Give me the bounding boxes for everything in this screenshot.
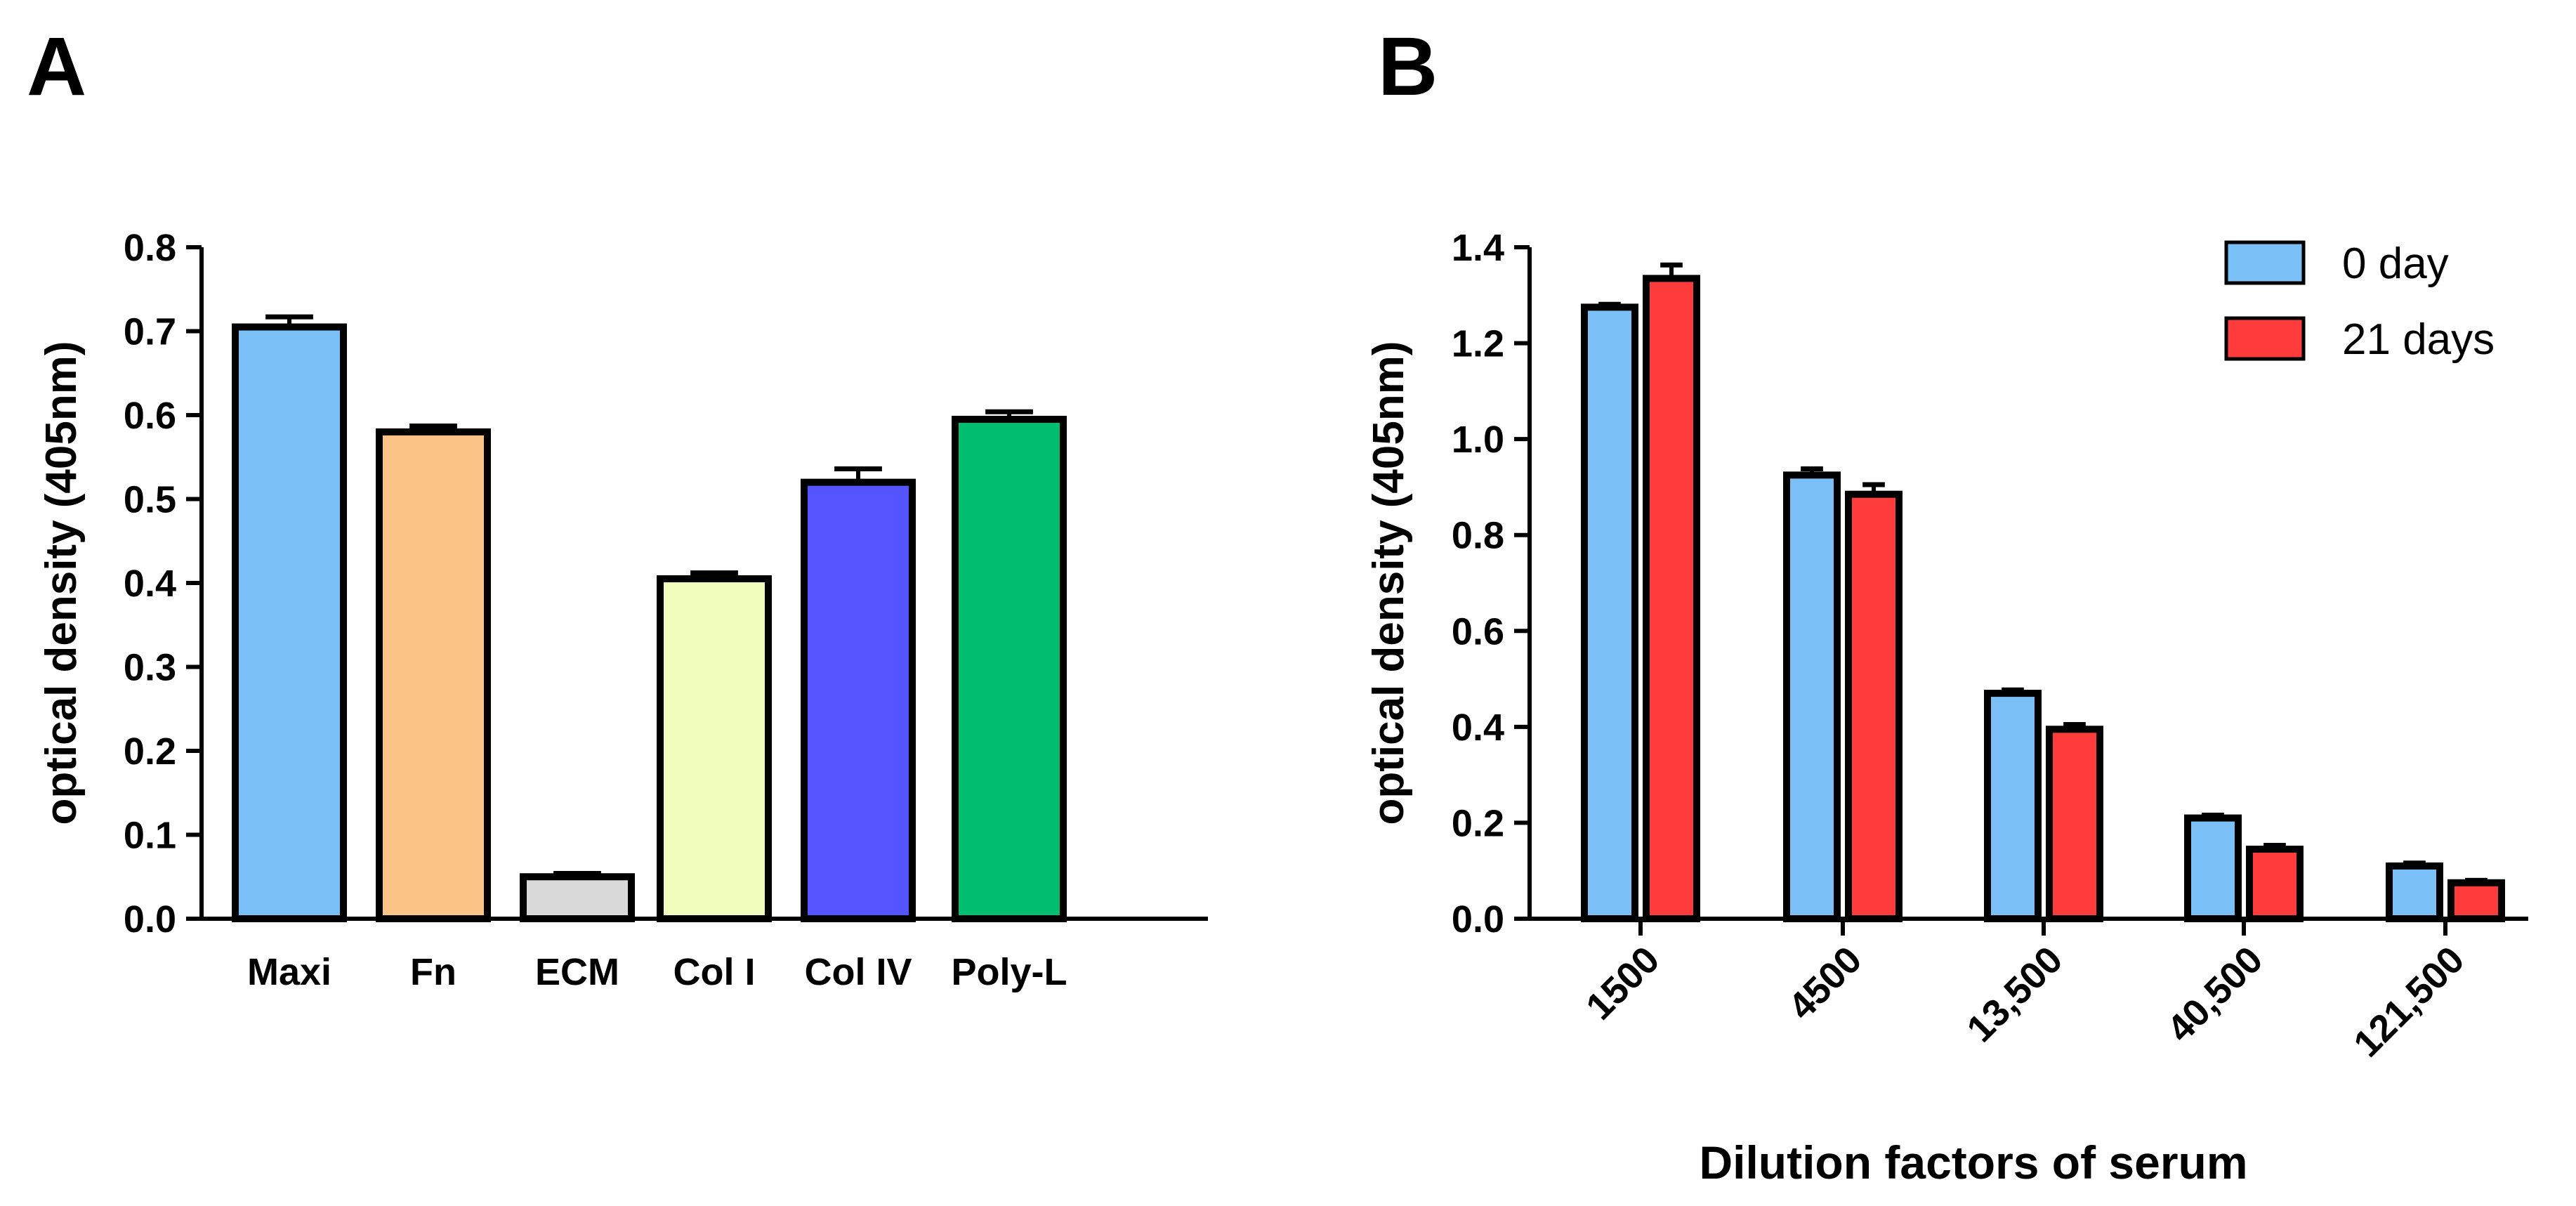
y-tick-label: 0.3 bbox=[124, 647, 176, 689]
y-tick-label: 0.4 bbox=[124, 563, 176, 605]
y-tick-label: 0.2 bbox=[124, 730, 176, 773]
bar-maxi bbox=[232, 323, 347, 922]
bar-21-days-1500 bbox=[1643, 275, 1700, 922]
bar-21-days-121-500 bbox=[2447, 879, 2505, 923]
bar-0-day-13-500 bbox=[1984, 690, 2042, 922]
chart-b-legend: 0 day 21 days bbox=[2224, 240, 2495, 364]
y-tick-label: 0.5 bbox=[124, 479, 176, 521]
bar-ecm bbox=[520, 873, 635, 922]
x-tick-label: ECM bbox=[535, 951, 619, 993]
x-tick-label: 13,500 bbox=[1959, 938, 2070, 1050]
y-tick-label: 1.4 bbox=[1452, 227, 1504, 269]
chart-a-plot: 0.0 0.1 0.2 0.3 0.4 0.5 0.6 0.7 0.8 Maxi Fn ECM Col … bbox=[124, 227, 1208, 993]
legend-label-0-day: 0 day bbox=[2342, 240, 2449, 288]
bar-0-day-1500 bbox=[1581, 303, 1638, 923]
chart-b-x-axis-label: Dilution factors of serum bbox=[1699, 1136, 2247, 1188]
x-tick-label: 40,500 bbox=[2159, 938, 2271, 1050]
y-tick-label: 0.8 bbox=[1452, 515, 1504, 557]
bar-poly-l bbox=[952, 415, 1067, 922]
bar-fn bbox=[376, 428, 491, 922]
bar-0-day-4500 bbox=[1783, 471, 1841, 922]
panel-label-b: B bbox=[1378, 20, 1438, 113]
x-tick-label: Poly-L bbox=[951, 951, 1067, 993]
y-tick-label: 0.6 bbox=[124, 395, 176, 437]
y-tick-label: 1.2 bbox=[1452, 323, 1504, 365]
bar-0-day-121-500 bbox=[2386, 862, 2443, 923]
bar-0-day-40-500 bbox=[2184, 814, 2242, 922]
y-tick-label: 0.0 bbox=[124, 898, 176, 940]
bar-21-days-4500 bbox=[1845, 490, 1903, 922]
x-tick-label: Maxi bbox=[247, 951, 331, 993]
bar-21-days-40-500 bbox=[2246, 845, 2304, 922]
chart-a-y-axis-label: optical density (405nm) bbox=[37, 341, 86, 825]
y-tick-label: 0.2 bbox=[1452, 802, 1504, 844]
bar-col-i bbox=[657, 575, 772, 923]
y-tick-label: 1.0 bbox=[1452, 419, 1504, 461]
y-tick-label: 0.4 bbox=[1452, 707, 1504, 749]
x-tick-label: Col I bbox=[673, 951, 756, 993]
panel-label-a: A bbox=[27, 20, 86, 113]
y-tick-label: 0.6 bbox=[1452, 610, 1504, 653]
bar-21-days-13-500 bbox=[2046, 726, 2103, 923]
bar-col-iv bbox=[801, 478, 916, 922]
y-tick-label: 0.7 bbox=[124, 311, 176, 353]
x-tick-label: 4500 bbox=[1780, 938, 1869, 1028]
legend-swatch-21-days bbox=[2224, 316, 2306, 361]
y-tick-label: 0.0 bbox=[1452, 898, 1504, 940]
chart-b-y-axis-label: optical density (405nm) bbox=[1365, 341, 1413, 825]
y-tick-label: 0.8 bbox=[124, 227, 176, 269]
y-tick-label: 0.1 bbox=[124, 815, 176, 857]
x-tick-label: 1500 bbox=[1578, 938, 1667, 1028]
x-tick-label: Fn bbox=[410, 951, 456, 993]
legend-label-21-days: 21 days bbox=[2342, 315, 2495, 364]
x-tick-label: Col IV bbox=[804, 951, 912, 993]
legend-swatch-0-day bbox=[2224, 240, 2306, 285]
x-tick-label: 121,500 bbox=[2346, 938, 2472, 1065]
